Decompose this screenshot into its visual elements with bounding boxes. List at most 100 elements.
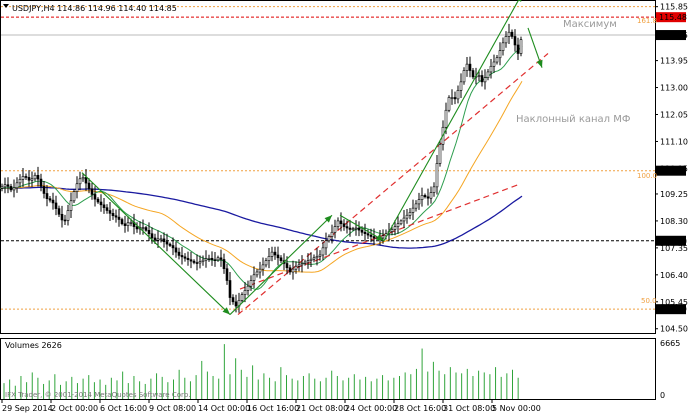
y-tick-label-7: 111.10: [660, 137, 688, 146]
candle-body-9: [27, 177, 31, 181]
candle-body-168: [504, 36, 508, 44]
candle-body-62: [186, 257, 190, 260]
candle-body-71: [213, 259, 217, 261]
candle-body-41: [123, 223, 127, 226]
candle-body-172: [516, 44, 520, 54]
candle-body-118: [354, 227, 358, 230]
candle-body-153: [459, 81, 463, 91]
candle-body-135: [405, 214, 409, 219]
candle-body-127: [381, 235, 385, 239]
candle-body-52: [156, 238, 160, 241]
candle-body-105: [315, 256, 319, 259]
candle-body-74: [222, 259, 226, 269]
candle-body-98: [294, 266, 298, 270]
candle-body-145: [435, 163, 439, 188]
price-tag-bg-4: [656, 304, 686, 315]
candle-body-130: [390, 229, 394, 232]
candle-body-150: [450, 97, 454, 99]
x-tick-label-3: 9 Oct 08:00: [149, 404, 196, 413]
candle-body-148: [444, 109, 448, 128]
candle-body-19: [57, 208, 61, 215]
candle-body-156: [468, 63, 472, 71]
candle-body-70: [210, 257, 214, 260]
candle-body-29: [87, 182, 91, 190]
candle-body-134: [402, 217, 406, 222]
candle-body-25: [75, 183, 79, 192]
candle-body-67: [201, 259, 205, 262]
candle-body-84: [252, 274, 256, 281]
candle-body-48: [144, 227, 148, 231]
candle-body-65: [195, 262, 199, 264]
channel-upper: [237, 53, 549, 316]
arrow-down-2-line: [339, 214, 385, 242]
candle-body-50: [150, 233, 154, 239]
candle-body-61: [183, 256, 187, 259]
candle-body-28: [84, 177, 88, 184]
x-tick-label-4: 14 Oct 00:00: [198, 404, 250, 413]
ma-short-green: [0, 45, 523, 290]
candle-body-58: [174, 247, 178, 253]
candle-body-139: [417, 199, 421, 205]
candle-body-123: [369, 234, 373, 237]
candle-body-132: [396, 223, 400, 227]
candle-body-77: [231, 297, 235, 303]
candle-body-151: [453, 97, 457, 100]
candle-body-66: [198, 261, 202, 264]
candle-body-24: [72, 191, 76, 202]
candle-body-82: [246, 285, 250, 291]
arrow-down-1-line: [81, 172, 231, 315]
candle-body-102: [306, 260, 310, 263]
volume-bars: [3, 344, 519, 399]
candle-body-154: [462, 70, 466, 83]
candle-body-109: [327, 236, 331, 242]
candle-body-165: [495, 57, 499, 63]
candle-body-89: [267, 256, 271, 261]
candle-body-162: [486, 71, 490, 78]
candle-body-133: [399, 220, 403, 225]
candle-body-108: [324, 240, 328, 249]
y-tick-label-8: 112.05: [660, 111, 688, 120]
candle-body-68: [204, 258, 208, 261]
main-panel-frame: [0, 0, 656, 334]
candle-body-73: [219, 257, 223, 260]
candle-body-27: [81, 177, 85, 180]
candle-body-49: [147, 230, 151, 234]
candle-body-21: [63, 219, 67, 222]
candle-body-17: [51, 199, 55, 204]
candle-body-14: [42, 186, 46, 194]
price-candles: [0, 23, 523, 313]
candle-body-37: [111, 213, 115, 217]
candle-body-35: [105, 207, 109, 211]
candle-body-112: [336, 220, 340, 227]
y-tick-label-4: 108.30: [660, 217, 688, 226]
candle-body-13: [39, 178, 43, 187]
candle-body-36: [108, 210, 112, 214]
y-tick-label-2: 106.40: [660, 271, 688, 280]
candle-body-111: [333, 226, 337, 233]
price-tag-label-4: 105.19: [659, 305, 687, 314]
candle-body-91: [273, 251, 277, 256]
symbol-triangle-icon: [3, 4, 9, 8]
candle-body-107: [321, 247, 325, 256]
price-tag-label-1: 114.85: [659, 31, 687, 40]
candle-body-7: [21, 176, 25, 180]
candle-body-106: [318, 254, 322, 257]
price-tag-bg-0: [656, 12, 686, 23]
candle-body-81: [243, 290, 247, 295]
candle-body-31: [93, 194, 97, 200]
volume-panel-title: Volumes 2626: [5, 341, 62, 350]
y-tick-label-3: 107.35: [660, 244, 688, 253]
candle-body-43: [129, 222, 133, 224]
price-tag-bg-2: [656, 165, 686, 176]
ma-long-blue: [0, 186, 523, 249]
candle-body-4: [12, 187, 16, 191]
candle-body-171: [513, 36, 517, 46]
candle-body-104: [312, 257, 316, 260]
candle-body-83: [249, 280, 253, 287]
y-tick-label-9: 113.00: [660, 84, 688, 93]
candle-body-141: [423, 195, 427, 198]
candle-body-8: [24, 176, 28, 178]
fib-50-label: 50.0: [641, 297, 657, 305]
